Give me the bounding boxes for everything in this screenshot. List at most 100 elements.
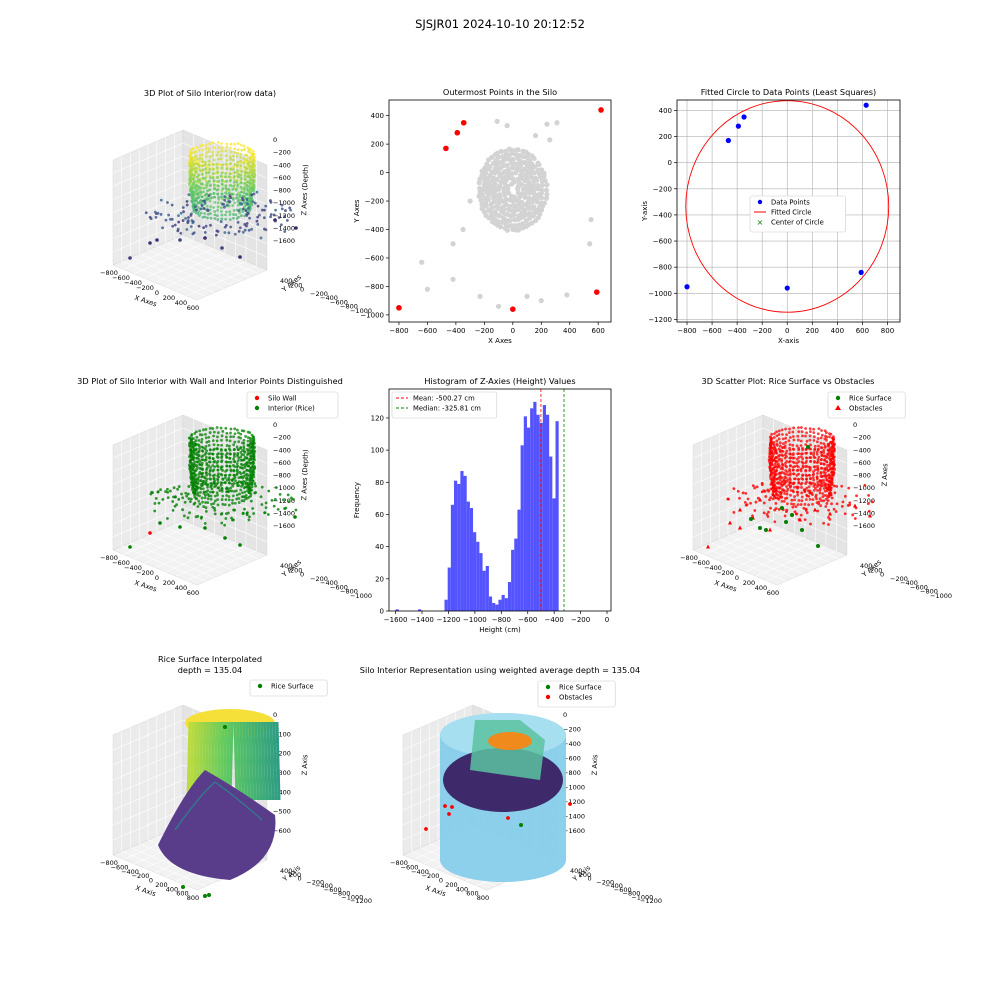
data-point (783, 475, 787, 479)
z-tick-label: −1600 (563, 827, 585, 835)
data-point (769, 506, 772, 510)
data-point (213, 447, 216, 451)
surface-cone (158, 770, 276, 880)
data-point (796, 503, 800, 506)
data-point (243, 507, 246, 511)
outlier-point (220, 246, 224, 250)
data-point (206, 181, 209, 185)
y-tick-label: −600 (330, 583, 348, 591)
data-point (775, 468, 779, 472)
data-point (229, 435, 233, 439)
chart-title: 3D Plot of Silo Interior with Wall and I… (77, 376, 343, 386)
data-point (252, 192, 256, 196)
data-point (216, 151, 220, 154)
rice-point (806, 445, 810, 449)
data-point (189, 178, 193, 182)
data-point (777, 459, 780, 462)
y-tick-label: −1000 (350, 307, 372, 315)
data-point (208, 167, 212, 171)
data-point (193, 173, 197, 176)
data-point (506, 166, 512, 172)
data-point (822, 442, 826, 446)
data-point (244, 434, 247, 438)
x-tick-label: 400 (456, 885, 468, 893)
data-point (252, 184, 256, 188)
data-point (220, 455, 224, 458)
data-point (223, 231, 227, 234)
data-point (809, 482, 813, 486)
data-point (509, 181, 515, 187)
data-point (235, 473, 238, 477)
data-point (220, 217, 224, 221)
data-point (235, 186, 239, 190)
grid-line (755, 545, 827, 577)
data-point (219, 483, 223, 487)
grid-line (175, 545, 247, 577)
data-point (538, 298, 544, 304)
data-point (154, 212, 158, 215)
data-point (264, 501, 268, 505)
outer-point (443, 145, 449, 152)
data-point (800, 486, 803, 489)
data-point (249, 156, 253, 160)
data-point (219, 153, 223, 157)
y-tick-label: 400 (280, 562, 292, 570)
hist-bar (479, 553, 483, 611)
data-point (217, 157, 220, 161)
data-point (218, 489, 222, 492)
data-point (247, 448, 251, 452)
x-tick-label: −400 (446, 327, 465, 335)
data-point (812, 431, 816, 435)
data-point (196, 491, 200, 495)
data-point (241, 210, 245, 213)
data-point (215, 214, 219, 218)
data-point (179, 211, 183, 215)
data-point (236, 203, 240, 207)
data-point (467, 198, 473, 204)
data-point (808, 498, 812, 501)
data-point (207, 494, 211, 498)
data-point (225, 468, 229, 472)
data-point (805, 480, 809, 484)
data-point (251, 175, 255, 179)
data-point (238, 226, 242, 230)
grid-line (112, 195, 184, 226)
data-point (216, 460, 220, 463)
data-point (194, 159, 198, 163)
rice-point (800, 528, 804, 532)
data-point (255, 190, 259, 194)
data-point (822, 470, 826, 474)
y-tick-label: 0 (300, 286, 304, 294)
data-point (166, 496, 170, 500)
data-point (193, 501, 197, 505)
data-point (231, 187, 235, 191)
data-point (773, 465, 777, 469)
data-point (227, 191, 231, 195)
grid-line (156, 530, 241, 567)
data-point (166, 517, 169, 520)
data-point (769, 496, 773, 500)
data-point (241, 466, 245, 470)
data-point (250, 488, 253, 492)
data-point (220, 434, 224, 438)
data-point (216, 140, 220, 144)
hist-bar (520, 445, 524, 611)
rice-point (790, 513, 794, 517)
data-point (239, 436, 243, 440)
data-point (224, 487, 228, 491)
data-point (240, 148, 244, 152)
data-point (797, 455, 801, 459)
data-point (193, 441, 196, 444)
y-tick-label: 200 (579, 871, 591, 879)
data-point (187, 485, 191, 488)
data-point (249, 182, 252, 185)
data-point (809, 459, 812, 463)
x-tick-label: −600 (111, 863, 129, 871)
data-point (204, 179, 208, 183)
obstacle-point (450, 805, 454, 809)
rice-point (207, 893, 211, 897)
data-point (220, 487, 224, 491)
legend-label: Silo Wall (268, 395, 297, 403)
data-point (793, 477, 797, 481)
data-point (820, 446, 824, 450)
